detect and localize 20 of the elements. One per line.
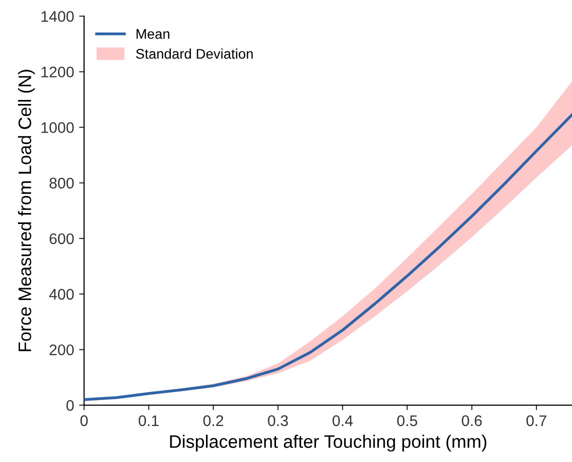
x-tick-label: 0.5 — [397, 415, 418, 426]
y-axis-title: Force Measured from Load Cell (N) — [18, 70, 35, 352]
y-tick-label: 400 — [49, 288, 74, 300]
y-tick-label: 0 — [66, 400, 74, 411]
y-tick-label: 1400 — [42, 11, 74, 22]
y-tick-label: 1000 — [42, 122, 74, 133]
y-tick-label: 1200 — [42, 66, 74, 78]
x-tick-label: 0.6 — [462, 415, 482, 426]
x-tick-label: 0.2 — [203, 415, 224, 426]
x-tick-label: 0.7 — [526, 415, 546, 426]
legend-label: Mean — [136, 29, 170, 39]
y-tick-label: 600 — [50, 233, 74, 244]
y-tick-label: 800 — [50, 178, 74, 189]
x-axis-title: Displacement after Touching point (mm) — [170, 434, 486, 452]
x-tick-label: 0 — [80, 415, 88, 426]
x-tick-label: 0.3 — [268, 415, 288, 426]
y-tick-label: 200 — [50, 344, 74, 356]
x-tick-label: 0.4 — [332, 415, 353, 426]
x-tick-label: 0.1 — [138, 415, 159, 426]
legend-label: Standard Deviation — [136, 48, 253, 59]
